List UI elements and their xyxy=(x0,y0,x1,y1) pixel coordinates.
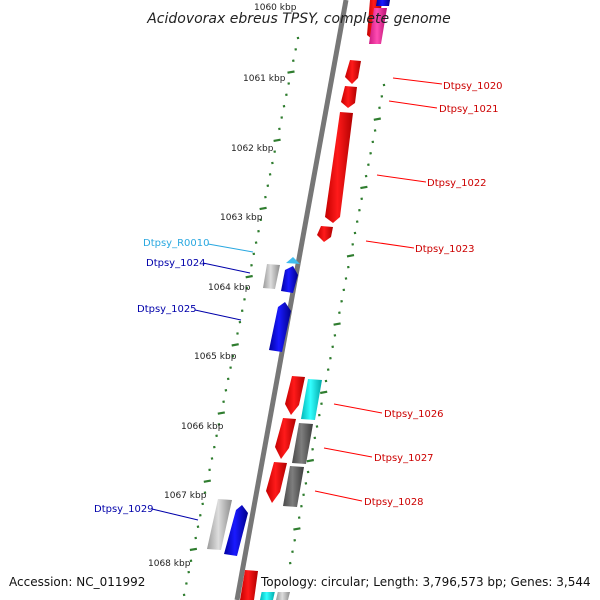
leader-line-dtpsy-1029 xyxy=(151,508,199,521)
topology-text: Topology: circular; Length: 3,796,573 bp… xyxy=(260,575,591,589)
genome-backbone xyxy=(234,0,349,600)
gene-feature-dtpsy-1029-grey[interactable] xyxy=(207,499,232,550)
gene-feature-dtpsy-1029[interactable] xyxy=(224,505,248,556)
right-tick-track-tick xyxy=(346,254,355,258)
gene-label-dtpsy-1023[interactable]: Dtpsy_1023 xyxy=(415,244,475,255)
leader-line-dtpsy-1027 xyxy=(323,447,373,458)
gene-feature-dtpsy-r0010[interactable] xyxy=(286,257,300,264)
gene-label-dtpsy-1024[interactable]: Dtpsy_1024 xyxy=(146,258,206,269)
ruler-label-1063: 1063 kbp xyxy=(220,213,263,223)
leader-line-dtpsy-1028 xyxy=(314,490,363,502)
left-tick-track-tick xyxy=(217,411,226,415)
gene-feature-dtpsy-1027[interactable] xyxy=(275,418,296,459)
ruler-label-1067: 1067 kbp xyxy=(164,491,207,501)
left-tick-track-tick xyxy=(245,274,253,279)
left-tick-track-tick xyxy=(273,138,281,142)
tick-tracks xyxy=(182,36,386,599)
gene-label-dtpsy-1020[interactable]: Dtpsy_1020 xyxy=(443,81,503,92)
gene-label-dtpsy-1028[interactable]: Dtpsy_1028 xyxy=(364,497,424,508)
ruler-label-1061: 1061 kbp xyxy=(243,74,286,84)
gene-feature-dtpsy-1026-cyan[interactable] xyxy=(301,379,322,420)
leader-line-dtpsy-1021 xyxy=(388,100,438,109)
gene-feature-dtpsy-1028[interactable] xyxy=(266,462,287,503)
gene-label-dtpsy-1026[interactable]: Dtpsy_1026 xyxy=(384,409,444,420)
right-tick-track-tick xyxy=(373,117,382,121)
leader-line-dtpsy-1026 xyxy=(333,403,383,414)
ruler-label-1064: 1064 kbp xyxy=(208,283,251,293)
gene-feature-dtpsy-1025[interactable] xyxy=(269,302,291,352)
gene-feature-blue-top[interactable] xyxy=(376,0,390,6)
footer-backdrop-right xyxy=(258,572,592,592)
right-tick-track-tick xyxy=(306,458,315,463)
leader-line-dtpsy-1023 xyxy=(365,240,415,249)
leader-line-dtpsy-1020 xyxy=(392,77,443,85)
ruler-label-1068: 1068 kbp xyxy=(148,559,191,569)
right-tick-track-tick xyxy=(360,185,368,190)
gene-feature-bottom-red[interactable] xyxy=(240,570,258,600)
ruler-label-1060: 1060 kbp xyxy=(254,3,297,13)
left-tick-track-tick xyxy=(259,206,267,211)
gene-label-dtpsy-1029[interactable]: Dtpsy_1029 xyxy=(94,504,154,515)
gene-label-dtpsy-1027[interactable]: Dtpsy_1027 xyxy=(374,453,434,464)
gene-feature-dtpsy-1021[interactable] xyxy=(341,86,357,108)
gene-feature-dtpsy-1024[interactable] xyxy=(281,266,298,293)
right-tick-track-tick xyxy=(319,390,328,395)
map-title: Acidovorax ebreus TPSY, complete genome xyxy=(146,11,451,27)
right-tick-track-tick xyxy=(293,527,301,531)
leader-line-dtpsy-1025 xyxy=(194,309,242,321)
footer-backdrop-left xyxy=(6,572,156,592)
gene-feature-bottom-cyan[interactable] xyxy=(260,590,275,600)
left-tick-track-tick xyxy=(203,479,211,483)
gene-feature-dtpsy-1020[interactable] xyxy=(345,60,361,84)
leader-line-dtpsy-1022 xyxy=(376,174,427,183)
gene-feature-dtpsy-1026[interactable] xyxy=(285,376,305,415)
left-tick-track-tick xyxy=(287,70,295,74)
gene-label-dtpsy-1021[interactable]: Dtpsy_1021 xyxy=(439,104,499,115)
gene-feature-bottom-grey[interactable] xyxy=(276,591,290,600)
left-tick-track-tick xyxy=(189,547,198,552)
gene-label-dtpsy-1025[interactable]: Dtpsy_1025 xyxy=(137,304,197,315)
gene-feature-dtpsy-1023[interactable] xyxy=(317,226,333,242)
ruler-label-1066: 1066 kbp xyxy=(181,422,224,432)
gene-label-dtpsy-1022[interactable]: Dtpsy_1022 xyxy=(427,178,487,189)
ruler-label-1065: 1065 kbp xyxy=(194,352,237,362)
gene-feature-dtpsy-1027-dark[interactable] xyxy=(292,423,313,464)
left-tick-track-tick xyxy=(231,343,239,347)
leader-line-dtpsy-1024 xyxy=(202,262,251,274)
ruler-label-1062: 1062 kbp xyxy=(231,144,274,154)
gene-feature-dtpsy-1024-grey[interactable] xyxy=(263,264,280,289)
right-tick-track-tick xyxy=(333,322,341,326)
gene-feature-dtpsy-1028-dark[interactable] xyxy=(283,466,304,507)
gene-label-dtpsy-r0010[interactable]: Dtpsy_R0010 xyxy=(143,238,210,249)
accession-text: Accession: NC_011992 xyxy=(9,575,145,589)
gene-feature-pink[interactable] xyxy=(369,8,387,44)
gene-feature-dtpsy-1022[interactable] xyxy=(325,112,353,223)
leader-line-dtpsy-r0010 xyxy=(207,243,254,253)
